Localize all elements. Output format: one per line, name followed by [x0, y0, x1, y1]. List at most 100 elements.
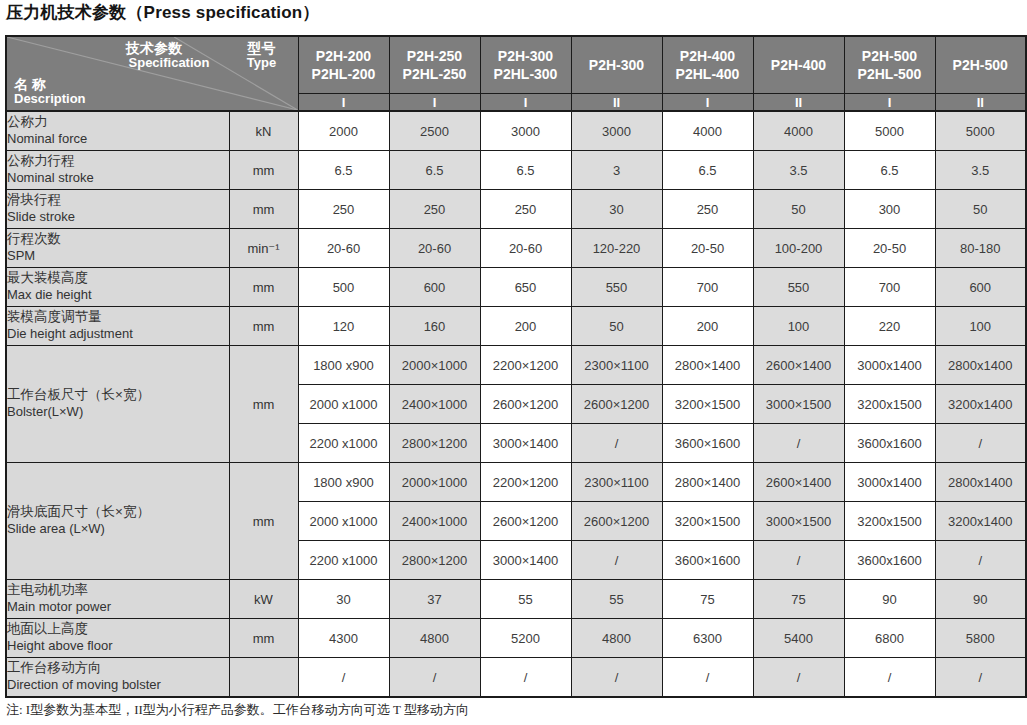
value-cell: 6.5 — [298, 151, 389, 190]
value-cell: 20-60 — [480, 229, 571, 268]
press-spec-table: 技术参数 Specification 型号 Type 名 称 Descripti… — [5, 35, 1027, 698]
table-row: 装模高度调节量Die height adjustmentmm1201602005… — [6, 307, 1026, 346]
value-cell: 1800 x900 — [298, 346, 389, 385]
value-cell: 3600x1600 — [844, 424, 935, 463]
value-cell: / — [935, 424, 1026, 463]
row-unit: kW — [229, 580, 298, 619]
value-cell: 300 — [844, 190, 935, 229]
row-label: 工作台移动方向Direction of moving bolster — [6, 658, 229, 698]
row-label: 行程次数SPM — [6, 229, 229, 268]
value-cell: 90 — [935, 580, 1026, 619]
variant-cell-3: I — [480, 94, 571, 112]
corner-type-label: 型号 Type — [229, 40, 295, 71]
corner-header-cell: 技术参数 Specification 型号 Type 名 称 Descripti… — [6, 36, 298, 111]
value-cell: 6.5 — [662, 151, 753, 190]
row-label: 公称力行程Nominal stroke — [6, 151, 229, 190]
value-cell: 2800×1200 — [389, 541, 480, 580]
value-cell: 50 — [753, 190, 844, 229]
value-cell: 6.5 — [389, 151, 480, 190]
value-cell: 75 — [662, 580, 753, 619]
value-cell: / — [753, 658, 844, 698]
value-cell: 55 — [571, 580, 662, 619]
column-header-p2h-400-6: P2H-400 — [753, 36, 844, 94]
value-cell: / — [935, 658, 1026, 698]
value-cell: 20-60 — [389, 229, 480, 268]
value-cell: 20-60 — [298, 229, 389, 268]
value-cell: / — [844, 658, 935, 698]
value-cell: 3000 — [571, 111, 662, 151]
value-cell: 4300 — [298, 619, 389, 658]
value-cell: / — [571, 424, 662, 463]
value-cell: 2200×1200 — [480, 346, 571, 385]
value-cell: 550 — [753, 268, 844, 307]
value-cell: 5800 — [935, 619, 1026, 658]
value-cell: 3000×1500 — [753, 385, 844, 424]
row-unit: mm — [229, 151, 298, 190]
value-cell: 2000 x1000 — [298, 502, 389, 541]
value-cell: 700 — [844, 268, 935, 307]
value-cell: 2300×1100 — [571, 346, 662, 385]
value-cell: 50 — [571, 307, 662, 346]
column-header-p2h-200-1: P2H-200P2HL-200 — [298, 36, 389, 94]
row-unit: mm — [229, 619, 298, 658]
value-cell: 100 — [935, 307, 1026, 346]
value-cell: 2600×1200 — [571, 502, 662, 541]
column-header-p2h-500-8: P2H-500 — [935, 36, 1026, 94]
footnote: 注: I型参数为基本型，II型为小行程产品参数。工作台移动方向可选 T 型移动方… — [6, 701, 469, 719]
variant-cell-1: I — [298, 94, 389, 112]
table-row: 主电动机功率Main motor powerkW3037555575759090 — [6, 580, 1026, 619]
value-cell: 3200x1400 — [935, 502, 1026, 541]
value-cell: 2200×1200 — [480, 463, 571, 502]
variant-cell-7: I — [844, 94, 935, 112]
value-cell: 3000x1400 — [844, 346, 935, 385]
value-cell: 55 — [480, 580, 571, 619]
value-cell: 75 — [753, 580, 844, 619]
value-cell: 3200x1500 — [844, 502, 935, 541]
value-cell: 3200×1500 — [662, 502, 753, 541]
value-cell: 160 — [389, 307, 480, 346]
value-cell: 4000 — [662, 111, 753, 151]
value-cell: 600 — [389, 268, 480, 307]
value-cell: 2000 — [298, 111, 389, 151]
row-label: 滑块行程Slide stroke — [6, 190, 229, 229]
value-cell: 2400×1000 — [389, 502, 480, 541]
page-title: 压力机技术参数（Press specification） — [6, 1, 320, 24]
table-row: 行程次数SPMmin⁻¹20-6020-6020-60120-22020-501… — [6, 229, 1026, 268]
value-cell: 220 — [844, 307, 935, 346]
value-cell: 6.5 — [480, 151, 571, 190]
value-cell: 100 — [753, 307, 844, 346]
row-unit: kN — [229, 111, 298, 151]
column-header-p2h-300-3: P2H-300P2HL-300 — [480, 36, 571, 94]
value-cell: 5400 — [753, 619, 844, 658]
row-unit: mm — [229, 190, 298, 229]
value-cell: 20-50 — [662, 229, 753, 268]
value-cell: 3000 — [480, 111, 571, 151]
value-cell: 6.5 — [844, 151, 935, 190]
value-cell: 5200 — [480, 619, 571, 658]
value-cell: 80-180 — [935, 229, 1026, 268]
corner-description-label: 名 称 Description — [14, 76, 86, 107]
value-cell: / — [571, 658, 662, 698]
row-unit: mm — [229, 463, 298, 580]
value-cell: / — [480, 658, 571, 698]
value-cell: / — [753, 424, 844, 463]
model-header-row: 技术参数 Specification 型号 Type 名 称 Descripti… — [6, 36, 1026, 94]
value-cell: 2800×1200 — [389, 424, 480, 463]
value-cell: 2800x1400 — [935, 463, 1026, 502]
corner-specification-label: 技术参数 Specification — [79, 40, 229, 71]
value-cell: 250 — [662, 190, 753, 229]
value-cell: 4000 — [753, 111, 844, 151]
table-row: 最大装模高度Max die heightmm500600650550700550… — [6, 268, 1026, 307]
row-unit: mm — [229, 307, 298, 346]
value-cell: 2800x1400 — [935, 346, 1026, 385]
value-cell: 250 — [389, 190, 480, 229]
value-cell: 200 — [480, 307, 571, 346]
value-cell: 550 — [571, 268, 662, 307]
variant-cell-5: I — [662, 94, 753, 112]
table-row: 滑块底面尺寸（长×宽）Slide area (L×W)mm1800 x90020… — [6, 463, 1026, 502]
value-cell: 2600×1200 — [571, 385, 662, 424]
value-cell: 3.5 — [753, 151, 844, 190]
table-row: 地面以上高度Height above floormm43004800520048… — [6, 619, 1026, 658]
row-label: 最大装模高度Max die height — [6, 268, 229, 307]
value-cell: / — [389, 658, 480, 698]
